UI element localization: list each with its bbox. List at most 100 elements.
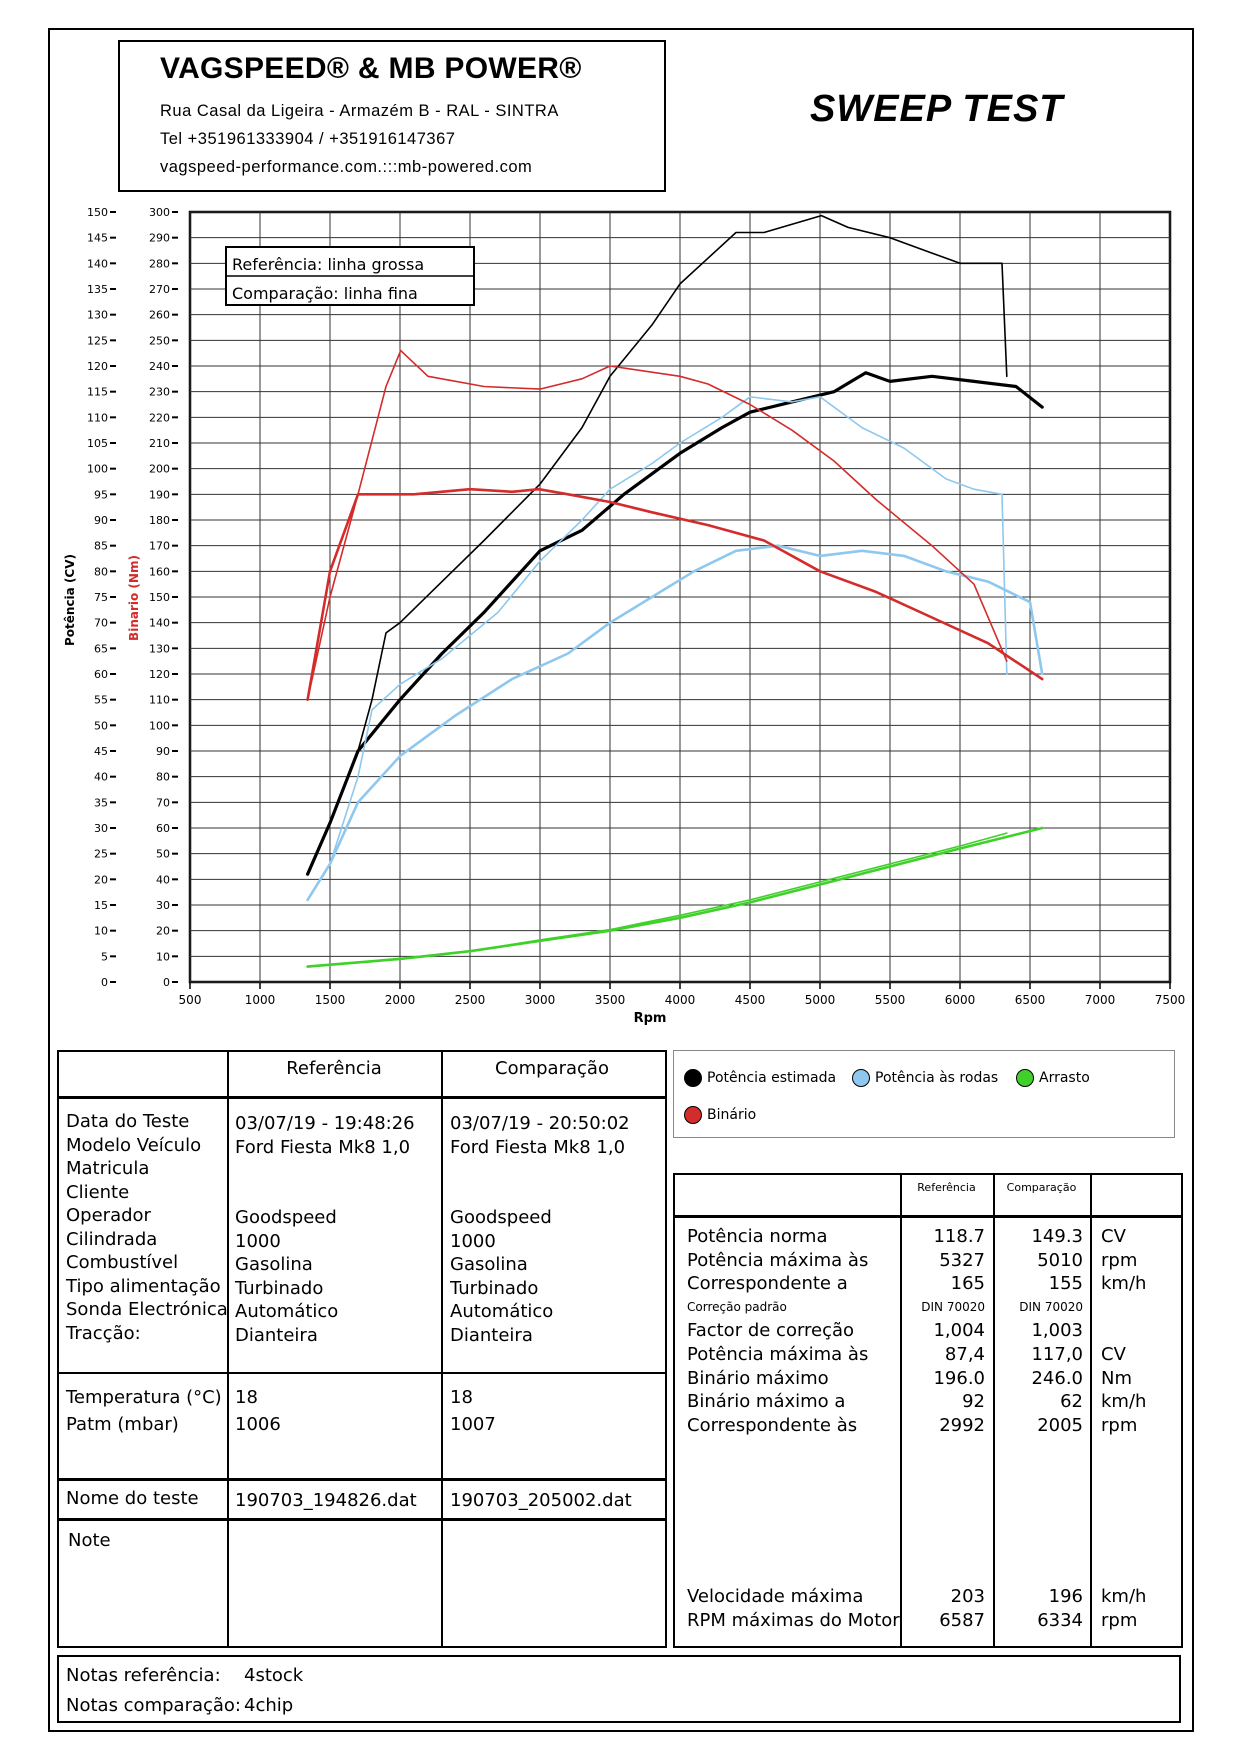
- legend-swatch-red: [684, 1106, 702, 1124]
- result-label: Potência máxima às: [687, 1344, 869, 1365]
- info-row-ref: Ford Fiesta Mk8 1,0: [235, 1136, 411, 1158]
- result-comp: 62: [1060, 1391, 1083, 1413]
- result-label: Velocidade máxima: [687, 1586, 864, 1607]
- legend-swatch-blue: [852, 1069, 870, 1087]
- company-phone: Tel +351961333904 / +351916147367: [160, 130, 456, 148]
- result-comp: 149.3: [1031, 1226, 1083, 1247]
- info-row-ref: 03/07/19 - 19:48:26: [235, 1113, 415, 1134]
- series-pot-ncia-estimada-compara-o: [306, 214, 1008, 876]
- torque-tick-label: 240: [149, 360, 170, 373]
- notes-ref-value: 4stock: [244, 1665, 304, 1686]
- company-web: vagspeed-performance.com.:::mb-powered.c…: [160, 158, 533, 176]
- info-row-ref: [235, 1159, 415, 1183]
- info-row-label: Modelo Veículo: [66, 1134, 202, 1156]
- info-row-comp: 1000: [450, 1230, 496, 1252]
- result-ref: 165: [950, 1273, 985, 1295]
- power-tick-label: 40: [94, 771, 108, 784]
- patm-label: Patm (mbar): [66, 1414, 179, 1435]
- divider: [227, 1052, 229, 1646]
- torque-tick-label: 220: [149, 411, 170, 424]
- info-row-ref: [235, 1183, 415, 1207]
- x-tick-label: 2500: [455, 993, 486, 1007]
- power-tick-label: 5: [101, 950, 108, 963]
- info-row-comp: Goodspeed: [450, 1207, 552, 1228]
- legend-comparison-text: Comparação: linha fina: [232, 284, 418, 303]
- torque-tick-label: 180: [149, 514, 170, 527]
- torque-tick-label: 120: [149, 668, 170, 681]
- divider: [59, 1096, 665, 1099]
- info-row-label: Matricula: [66, 1158, 150, 1179]
- power-tick-label: 110: [87, 411, 108, 424]
- patm-ref: 1006: [235, 1414, 281, 1435]
- torque-tick-label: 90: [156, 745, 170, 758]
- note-label: Note: [68, 1530, 111, 1551]
- result-comp: DIN 70020: [1019, 1299, 1083, 1314]
- notes-comp-value: 4chip: [244, 1695, 294, 1716]
- torque-tick-label: 60: [156, 822, 170, 835]
- power-tick-label: 20: [94, 873, 108, 886]
- power-tick-label: 65: [94, 642, 108, 655]
- result-label: Potência norma: [687, 1226, 828, 1247]
- torque-tick-label: 20: [156, 925, 170, 938]
- patm-comp: 1007: [450, 1414, 496, 1435]
- info-labels: Data do Teste Modelo Veículo Matricula Clie…: [66, 1110, 228, 1345]
- company-address: Rua Casal da Ligeira - Armazém B - RAL -…: [160, 102, 559, 120]
- col-header-comparacao: Comparação: [495, 1058, 609, 1079]
- notes-box: Notas referência: 4stock Notas comparaçã…: [57, 1655, 1181, 1723]
- torque-tick-label: 210: [149, 437, 170, 450]
- divider: [59, 1372, 665, 1374]
- power-tick-label: 70: [94, 617, 108, 630]
- test-file-comp: 190703_205002.dat: [450, 1490, 632, 1511]
- results-col-comparacao: Comparação: [1006, 1181, 1077, 1194]
- torque-axis-label: Binario (Nm): [127, 555, 141, 641]
- torque-tick-label: 140: [149, 617, 170, 630]
- torque-tick-label: 80: [156, 771, 170, 784]
- x-tick-label: 1000: [245, 993, 276, 1007]
- info-row-comp: [450, 1183, 630, 1207]
- power-tick-label: 75: [94, 591, 108, 604]
- legend-item-binario: Binário: [684, 1106, 756, 1124]
- x-tick-label: 500: [179, 993, 202, 1007]
- info-row-ref: Gasolina: [235, 1254, 313, 1275]
- torque-tick-label: 190: [149, 488, 170, 501]
- result-ref: 203: [950, 1586, 985, 1607]
- power-tick-label: 55: [94, 694, 108, 707]
- torque-tick-label: 250: [149, 334, 170, 347]
- result-unit: Nm: [1101, 1367, 1132, 1389]
- info-row-comp: 03/07/19 - 20:50:02: [450, 1113, 630, 1134]
- info-row-ref: Goodspeed: [235, 1207, 337, 1228]
- info-row-label: Data do Teste: [66, 1111, 190, 1132]
- legend-swatch-black: [684, 1069, 702, 1087]
- x-tick-label: 7000: [1085, 993, 1116, 1007]
- torque-tick-label: 110: [149, 694, 170, 707]
- vehicle-info-table: Referência Comparação Data do Teste Model…: [57, 1050, 667, 1648]
- power-tick-label: 0: [101, 976, 108, 989]
- power-tick-label: 120: [87, 360, 108, 373]
- info-row-label: Cliente: [66, 1181, 130, 1203]
- result-comp: 2005: [1037, 1414, 1083, 1436]
- result-unit: rpm: [1101, 1249, 1138, 1271]
- result-ref: 6587: [939, 1609, 985, 1631]
- page-frame: [48, 28, 1194, 1732]
- col-header-referencia: Referência: [286, 1058, 382, 1079]
- result-comp: 196: [1048, 1586, 1083, 1607]
- torque-tick-label: 100: [149, 719, 170, 732]
- torque-tick-label: 200: [149, 463, 170, 476]
- torque-tick-label: 230: [149, 386, 170, 399]
- series-pot-ncia-s-rodas-refer-ncia: [306, 544, 1044, 902]
- info-row-label: Combustível: [66, 1252, 179, 1273]
- x-tick-label: 5500: [875, 993, 906, 1007]
- power-tick-label: 25: [94, 848, 108, 861]
- result-ref: 87,4: [944, 1344, 985, 1365]
- x-tick-label: 1500: [315, 993, 346, 1007]
- power-tick-label: 115: [87, 386, 108, 399]
- power-tick-label: 95: [94, 488, 108, 501]
- power-tick-label: 105: [87, 437, 108, 450]
- x-tick-label: 3500: [595, 993, 626, 1007]
- divider: [59, 1518, 665, 1521]
- power-tick-label: 130: [87, 309, 108, 322]
- result-label: Binário máximo a: [687, 1391, 846, 1413]
- series-pot-ncia-s-rodas-compara-o: [306, 395, 1008, 901]
- result-comp: 117,0: [1031, 1344, 1083, 1365]
- power-tick-label: 140: [87, 257, 108, 270]
